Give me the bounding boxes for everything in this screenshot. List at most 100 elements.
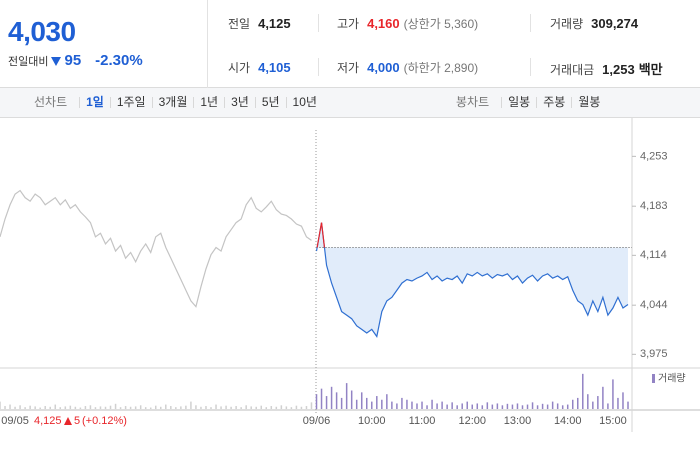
volume-bar xyxy=(190,401,192,409)
volume-bar xyxy=(592,401,594,409)
volume-bar xyxy=(381,399,383,409)
volume-bar xyxy=(426,405,428,409)
volume-bar xyxy=(456,405,458,409)
tab[interactable]: 일봉 xyxy=(501,96,536,108)
volume-bar xyxy=(461,403,463,409)
volume-bar xyxy=(546,404,549,409)
x-tick-label: 11:00 xyxy=(409,415,436,427)
volume-bar xyxy=(340,397,343,409)
footer-change: 5 xyxy=(74,415,80,427)
tab-group-label: 봉차트 xyxy=(456,95,490,109)
x-tick-label: 12:00 xyxy=(458,415,486,427)
volume-bar xyxy=(260,405,262,409)
volume-bar xyxy=(476,403,479,409)
x-tick-label: 09/06 xyxy=(303,415,331,427)
volume-bar xyxy=(34,406,36,409)
tab[interactable]: 5년 xyxy=(254,96,286,108)
current-price: 4,030 xyxy=(8,16,76,47)
stat: 저가 4,000 (하한가 2,890) xyxy=(337,59,478,76)
volume-bar xyxy=(235,406,237,409)
volume-bar xyxy=(360,392,363,409)
volume-bar xyxy=(416,403,418,409)
x-tick-label: 14:00 xyxy=(554,415,582,427)
tab[interactable]: 1일 xyxy=(79,96,110,108)
stat-label: 거래대금 xyxy=(550,63,595,77)
separator xyxy=(318,14,319,32)
y-tick-label: 3,975 xyxy=(640,348,668,360)
volume-bar xyxy=(139,405,142,409)
volume-bar xyxy=(320,388,323,409)
volume-bar xyxy=(345,383,348,409)
x-tick-label: 15:00 xyxy=(599,415,627,427)
volume-bar xyxy=(531,402,534,409)
volume-bar xyxy=(19,405,21,409)
change-value: 95 xyxy=(64,52,82,69)
stat-value: 309,274 xyxy=(591,16,639,31)
volume-bar xyxy=(290,407,293,409)
volume-bar xyxy=(240,407,242,409)
stat-value: 4,000 xyxy=(367,60,400,75)
volume-bar xyxy=(355,399,358,409)
volume-bar xyxy=(175,407,177,409)
volume-bar xyxy=(9,404,11,409)
price-line xyxy=(315,222,629,338)
volume-bar xyxy=(225,405,227,409)
volume-bar xyxy=(200,406,202,409)
tab[interactable]: 주봉 xyxy=(536,96,571,108)
price-line xyxy=(0,189,312,308)
volume-bar xyxy=(129,406,132,409)
volume-bar xyxy=(94,407,97,409)
volume-bar xyxy=(330,386,333,409)
separator xyxy=(530,58,531,76)
volume-bar xyxy=(556,403,559,409)
stat-value: 1,253 xyxy=(602,62,635,77)
volume-bar xyxy=(59,407,62,409)
tab[interactable]: 1년 xyxy=(193,96,224,108)
stat-label: 거래량 xyxy=(550,17,584,31)
up-arrow xyxy=(64,417,72,425)
tab[interactable]: 1주일 xyxy=(109,96,152,108)
volume-bar xyxy=(14,406,16,409)
volume-bar xyxy=(491,404,494,409)
stat-label: 전일 xyxy=(228,17,251,31)
tab[interactable]: 3년 xyxy=(224,96,255,108)
volume-bar xyxy=(466,401,468,409)
stat-unit: 백만 xyxy=(638,62,663,77)
tab[interactable]: 월봉 xyxy=(571,96,606,108)
volume-bar xyxy=(371,401,373,409)
volume-bar xyxy=(280,405,283,409)
tab[interactable]: 3개월 xyxy=(151,96,194,108)
tab[interactable]: 10년 xyxy=(285,96,323,108)
volume-bar xyxy=(124,406,127,409)
y-tick-label: 4,114 xyxy=(640,249,667,261)
volume-bar xyxy=(24,407,26,409)
volume-bar xyxy=(215,404,217,409)
volume-bar xyxy=(154,405,157,409)
volume-bar xyxy=(366,397,368,409)
volume-bar xyxy=(501,405,504,409)
volume-bar xyxy=(144,407,147,409)
volume-bar xyxy=(84,406,87,409)
line-tab-group: 선차트 1일 1주일 3개월 1년 3년 5년 10년 xyxy=(28,88,323,117)
change-row: 전일대비 95 -2.30% xyxy=(8,52,143,69)
stat: 거래대금 1,253 백만 xyxy=(550,59,663,78)
volume-bar xyxy=(401,397,403,409)
x-tick-label: 10:00 xyxy=(358,415,386,427)
volume-bar xyxy=(134,406,137,409)
volume-bar xyxy=(335,392,338,409)
volume-bar xyxy=(511,404,514,409)
volume-bar xyxy=(612,379,614,409)
volume-bar xyxy=(471,404,474,409)
volume-bar xyxy=(571,399,574,409)
x-tick-label: 09/05 xyxy=(1,415,29,427)
volume-bar xyxy=(396,403,398,409)
volume-bar xyxy=(210,407,212,409)
volume-bar xyxy=(44,406,46,409)
volume-bar xyxy=(4,406,6,409)
tab-group-label: 선차트 xyxy=(34,95,68,109)
volume-bar xyxy=(255,406,257,409)
volume-bar xyxy=(411,401,413,409)
volume-bar xyxy=(587,394,589,409)
volume-bar xyxy=(270,406,273,409)
volume-bar xyxy=(29,405,31,409)
